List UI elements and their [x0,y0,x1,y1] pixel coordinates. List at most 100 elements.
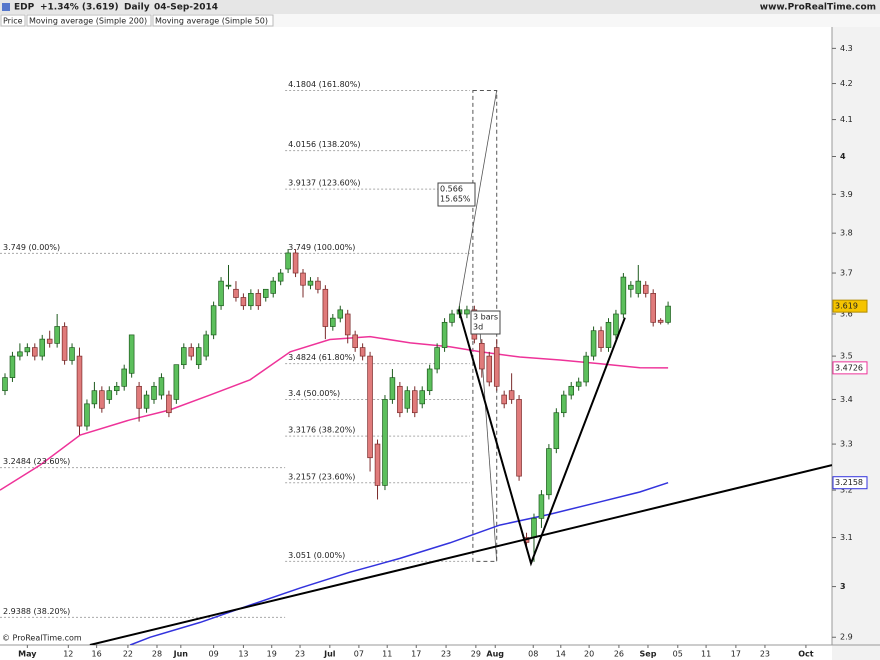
fib-label: 3.2484 (23.60%) [3,457,70,466]
x-tick-label: 11 [382,650,392,659]
projection-line [458,90,498,310]
candle-body [449,313,455,323]
x-tick-label: 14 [556,650,566,659]
legend-entry: Moving average (Simple 200) [29,17,147,26]
x-tick-label: Jul [323,650,336,659]
x-tick-label: Jun [173,650,189,659]
candle-body [203,334,209,357]
candle-body [464,309,470,315]
candle-body [553,412,560,449]
symbol: EDP [14,3,35,13]
fib-label: 3.3176 (38.20%) [288,426,355,435]
y-tick-label: 3.4 [840,395,853,404]
fib-label: 4.1804 (161.80%) [288,80,360,89]
candle-body [538,494,545,519]
y-tick-label: 3.3 [840,440,853,449]
candle-body [568,385,575,396]
period: Daily [124,3,150,13]
candle-body [642,284,649,294]
candle-body [76,355,83,427]
candle-body [516,399,522,477]
candle-body [285,252,291,270]
x-tick-label: Oct [798,650,814,659]
fib-label: 3.051 (0.00%) [288,551,345,560]
candle-body [181,347,187,366]
candle-body [382,399,388,486]
candle-body [441,321,448,348]
trendline [457,309,626,567]
x-tick-label: 09 [209,650,219,659]
legend-entry: Moving average (Simple 50) [155,17,268,26]
candle-body [628,284,634,290]
candle-body [300,272,306,286]
candle-body [434,347,440,370]
y-axis-panel [832,27,880,660]
y-tick-label: 4.3 [840,44,853,53]
trendline [89,464,832,645]
fib-label: 2.9388 (38.20%) [3,607,70,616]
candle-body [650,293,656,323]
x-tick-label: 23 [295,650,305,659]
price-tag-label: 3.619 [835,302,858,311]
fib-label: 3.9137 (123.60%) [288,179,360,188]
candle-body [322,288,329,327]
x-tick-label: 05 [673,650,683,659]
y-tick-label: 4.1 [840,115,853,124]
y-tick-label: 3.8 [840,229,853,238]
candle-body [352,334,358,348]
candle-body [240,297,247,307]
candle-body [24,347,31,353]
x-tick-label: 26 [614,650,624,659]
candle-body [188,347,195,357]
candle-body [195,347,202,366]
candle-body [426,368,433,392]
candle-body [508,390,515,400]
candle-body [151,385,157,400]
candle-body [2,377,8,392]
candle-body [330,317,336,327]
candle-body [106,390,113,400]
price-tag-label: 3.2158 [835,478,863,487]
candle-body [307,280,314,286]
candle-body [270,280,276,294]
x-tick-label: 20 [584,650,594,659]
x-tick-label: 29 [471,650,481,659]
candle-body [397,385,403,414]
candle-body [113,385,120,392]
y-tick-label: 3 [840,582,846,591]
y-tick-label: 3.1 [840,533,853,542]
annotation-text: 0.566 [440,185,463,194]
candle-body [9,355,16,378]
x-tick-label: 08 [528,650,538,659]
candle-body [583,355,589,383]
candle-body [54,326,60,344]
candle-body [598,330,604,348]
candle-body [121,368,127,387]
candle-body [411,390,418,414]
candle-body [292,252,299,274]
candle-body [210,305,217,336]
candle-body [91,390,98,405]
change: +1.34% (3.619) [40,3,119,13]
x-tick-label: 17 [411,650,421,659]
moving-average [129,481,669,645]
candle-body [61,326,68,361]
x-tick-label: Aug [486,650,504,659]
candle-body [46,338,53,344]
candle-body [344,313,351,336]
annotation-box [437,182,476,207]
price-tag [832,476,868,490]
candle-body [419,390,425,405]
y-tick-label: 4.2 [840,79,853,88]
legend-box [152,14,274,27]
candle-body [620,276,627,315]
x-tick-label: 13 [238,650,248,659]
candle-body [501,394,507,405]
x-tick-label: 07 [354,650,364,659]
candle-body [367,355,373,459]
x-tick-label: 17 [731,650,741,659]
candle-body [635,280,642,294]
footer: © ProRealTime.com [2,634,82,643]
candle-body [143,394,150,409]
candle-body [233,288,239,298]
